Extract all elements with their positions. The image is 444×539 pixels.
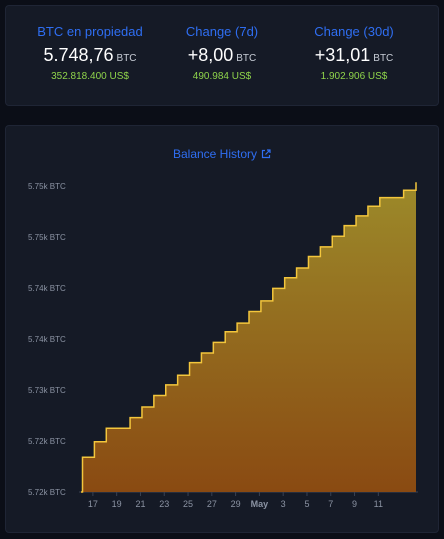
x-axis: 17 19 21 23 25 27 29 May 3 5 7 9 11 (79, 491, 418, 509)
x-tick-label: 7 (328, 499, 333, 509)
stat-label[interactable]: Change (30d) (314, 24, 394, 39)
y-tick-label: 5.73k BTC (28, 386, 66, 395)
y-tick-label: 5.75k BTC (28, 233, 66, 242)
stat-value-number: 5.748,76 (43, 45, 114, 65)
x-tick-label: 27 (207, 499, 217, 509)
balance-area (81, 182, 416, 492)
stat-label[interactable]: BTC en propiedad (37, 24, 143, 39)
x-tick-label: 19 (112, 499, 122, 509)
stat-value-number: +8,00 (187, 45, 234, 65)
balance-history-chart: 5.75k BTC 5.75k BTC 5.74k BTC 5.74k BTC 5.73… (28, 182, 418, 509)
stat-value: +31,01 BTC (284, 43, 424, 71)
stat-value: +8,00 BTC (152, 43, 292, 71)
stat-usd: 352.818.400 US$ (51, 71, 129, 82)
x-tick-label: 17 (88, 499, 98, 509)
x-tick-label: 21 (135, 499, 145, 509)
y-tick-label: 5.72k BTC (28, 488, 66, 497)
stat-unit: BTC (116, 53, 137, 64)
external-link-icon[interactable] (261, 148, 271, 162)
y-tick-label: 5.75k BTC (28, 182, 66, 191)
x-tick-label: 25 (183, 499, 193, 509)
y-tick-label: 5.72k BTC (28, 437, 66, 446)
stat-change-30d: Change (30d) +31,01 BTC 1.902.906 US$ (284, 24, 424, 83)
stat-unit: BTC (236, 53, 257, 64)
balance-line (81, 182, 417, 493)
stat-value: 5.748,76 BTC (20, 43, 160, 71)
x-tick-label: 3 (281, 499, 286, 509)
stats-card: BTC en propiedad 5.748,76 BTC 352.818.400… (5, 5, 439, 106)
stat-unit: BTC (373, 53, 394, 64)
x-tick-label: 23 (159, 499, 169, 509)
y-tick-label: 5.74k BTC (28, 284, 66, 293)
x-tick-label: May (251, 499, 269, 509)
balance-history-card: 5.75k BTC 5.75k BTC 5.74k BTC 5.74k BTC 5.73… (5, 125, 439, 533)
chart-title[interactable]: Balance History (6, 147, 438, 162)
stat-change-7d: Change (7d) +8,00 BTC 490.984 US$ (152, 24, 292, 83)
chart-title-text[interactable]: Balance History (172, 147, 258, 161)
x-tick-label: 5 (304, 499, 309, 509)
stat-btc-holdings: BTC en propiedad 5.748,76 BTC 352.818.400… (20, 24, 160, 83)
x-tick-label: 9 (352, 499, 357, 509)
stat-value-number: +31,01 (314, 45, 371, 65)
x-tick-label: 29 (231, 499, 241, 509)
stat-usd: 490.984 US$ (192, 71, 252, 82)
x-tick-label: 11 (374, 499, 383, 509)
y-axis: 5.75k BTC 5.75k BTC 5.74k BTC 5.74k BTC 5.73… (28, 182, 66, 497)
y-tick-label: 5.74k BTC (28, 335, 66, 344)
stat-label[interactable]: Change (7d) (185, 24, 259, 39)
stat-usd: 1.902.906 US$ (320, 71, 388, 82)
